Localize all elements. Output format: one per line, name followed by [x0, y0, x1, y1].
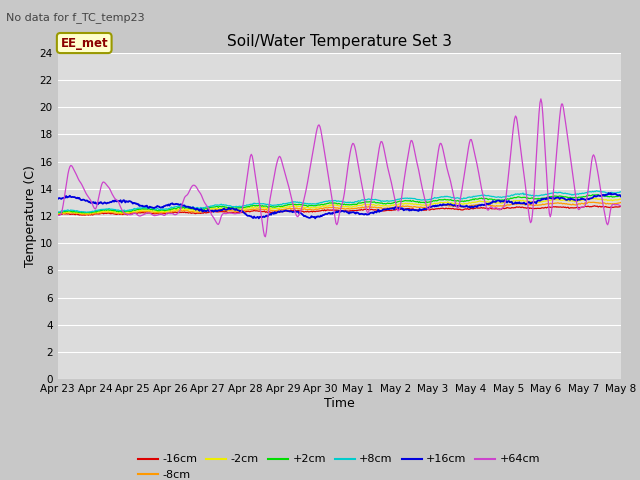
+2cm: [431, 198, 438, 204]
-16cm: [387, 207, 394, 213]
-8cm: [387, 205, 394, 211]
+2cm: [617, 192, 625, 198]
-8cm: [479, 202, 486, 207]
+2cm: [310, 203, 317, 209]
+2cm: [479, 196, 486, 202]
+16cm: [479, 202, 486, 208]
X-axis label: Time: Time: [324, 397, 355, 410]
-8cm: [54, 211, 61, 216]
+64cm: [387, 176, 394, 181]
+16cm: [154, 203, 161, 209]
-2cm: [200, 208, 207, 214]
-8cm: [200, 208, 207, 214]
+8cm: [308, 201, 316, 206]
+64cm: [617, 203, 625, 209]
-16cm: [591, 203, 598, 209]
+16cm: [255, 216, 262, 221]
Line: -16cm: -16cm: [58, 206, 621, 215]
+64cm: [431, 174, 438, 180]
-2cm: [310, 205, 317, 211]
-8cm: [82, 212, 90, 217]
Line: +8cm: +8cm: [58, 191, 621, 213]
-8cm: [154, 209, 162, 215]
+64cm: [154, 212, 161, 218]
-16cm: [617, 204, 625, 209]
Legend: -16cm, -8cm, -2cm, +2cm, +8cm, +16cm, +64cm: -16cm, -8cm, -2cm, +2cm, +8cm, +16cm, +6…: [134, 450, 545, 480]
Text: No data for f_TC_temp23: No data for f_TC_temp23: [6, 12, 145, 23]
+8cm: [430, 195, 438, 201]
+2cm: [78, 210, 86, 216]
Line: -8cm: -8cm: [58, 202, 621, 215]
+64cm: [479, 191, 486, 196]
-8cm: [310, 207, 317, 213]
-8cm: [585, 199, 593, 205]
+64cm: [262, 234, 269, 240]
-2cm: [54, 211, 61, 216]
-2cm: [83, 211, 91, 217]
+8cm: [154, 205, 161, 211]
+8cm: [198, 205, 206, 211]
Line: +64cm: +64cm: [58, 99, 621, 237]
+2cm: [589, 192, 596, 198]
+64cm: [198, 195, 206, 201]
-2cm: [431, 200, 438, 206]
-16cm: [54, 212, 61, 217]
+16cm: [605, 190, 612, 196]
-2cm: [591, 195, 598, 201]
+8cm: [617, 189, 625, 195]
+16cm: [617, 193, 625, 199]
+16cm: [54, 196, 61, 202]
-2cm: [387, 203, 394, 209]
-16cm: [78, 212, 86, 218]
Line: +16cm: +16cm: [58, 193, 621, 218]
-8cm: [617, 200, 625, 205]
+16cm: [198, 209, 206, 215]
+64cm: [310, 146, 317, 152]
Line: -2cm: -2cm: [58, 198, 621, 214]
+2cm: [200, 206, 207, 212]
+8cm: [593, 188, 600, 193]
-16cm: [310, 208, 317, 214]
-2cm: [479, 199, 486, 204]
-16cm: [200, 210, 207, 216]
+16cm: [387, 205, 394, 211]
Title: Soil/Water Temperature Set 3: Soil/Water Temperature Set 3: [227, 34, 452, 49]
-2cm: [617, 196, 625, 202]
+16cm: [431, 204, 438, 209]
Text: EE_met: EE_met: [60, 36, 108, 49]
-2cm: [154, 209, 162, 215]
+64cm: [537, 96, 545, 102]
-8cm: [431, 203, 438, 209]
+2cm: [54, 209, 61, 215]
+2cm: [154, 208, 162, 214]
Line: +2cm: +2cm: [58, 195, 621, 213]
+8cm: [54, 210, 61, 216]
+64cm: [54, 213, 61, 218]
-16cm: [479, 205, 486, 211]
Y-axis label: Temperature (C): Temperature (C): [24, 165, 36, 267]
+2cm: [387, 201, 394, 206]
+8cm: [386, 198, 394, 204]
-16cm: [431, 206, 438, 212]
+16cm: [310, 214, 317, 220]
+8cm: [478, 192, 486, 198]
-16cm: [154, 211, 162, 216]
